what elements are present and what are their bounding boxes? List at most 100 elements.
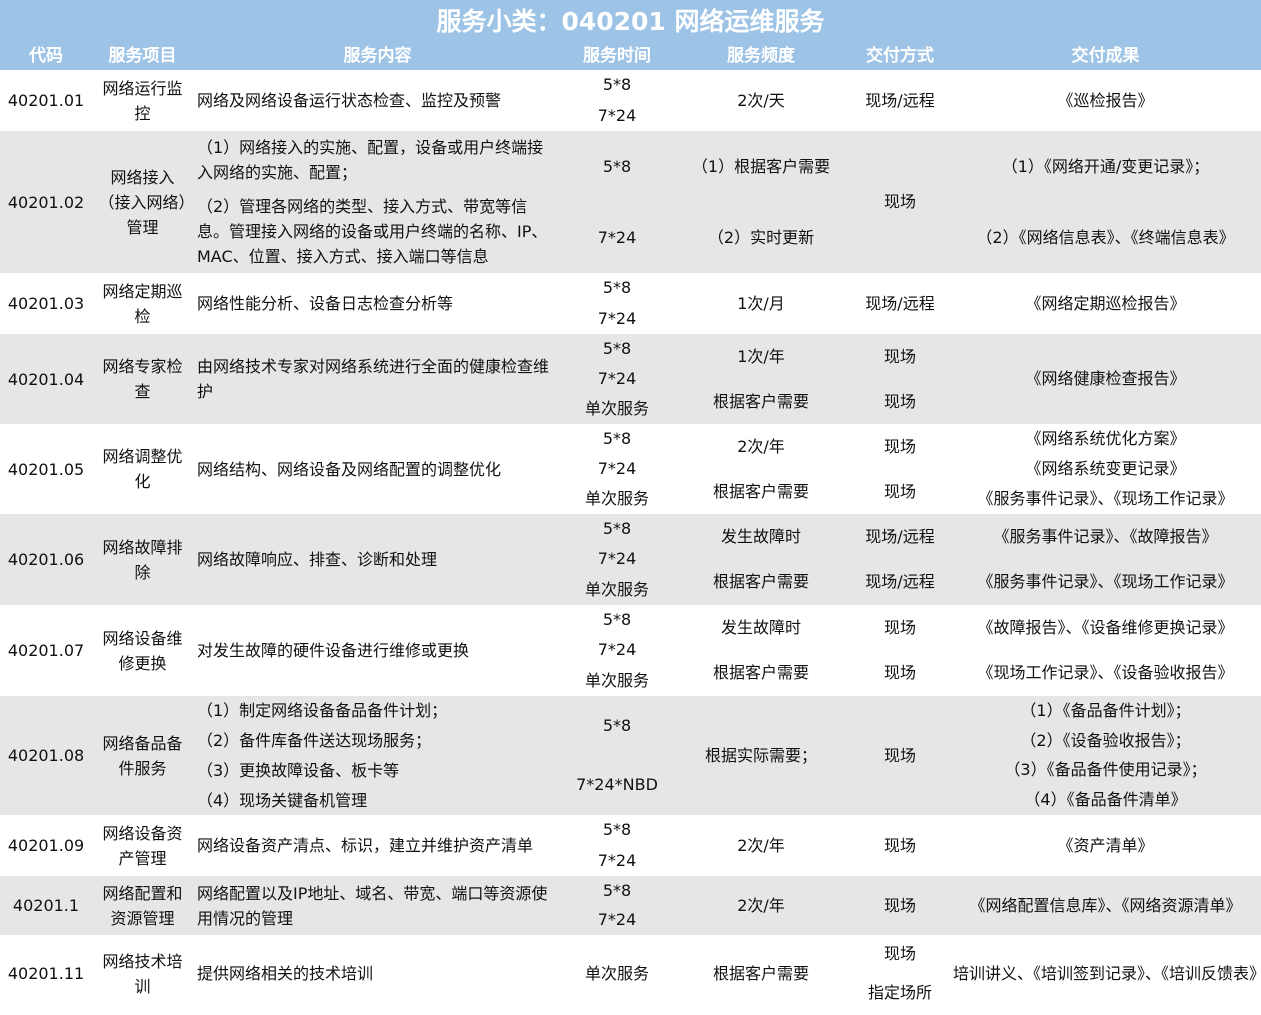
service-content-cell: 网络设备资产清点、标识，建立并维护资产清单 [193,815,562,876]
content-paragraph: 网络故障响应、排查、诊断和处理 [197,550,438,569]
service-time-cell: 5*8 7*24 单次服务 [562,514,672,605]
delivery-result: 《现场工作记录》、《设备验收报告》 [977,663,1234,683]
service-frequency-cell: 2次/年 [672,876,850,935]
delivery-method: 现场 [883,663,916,683]
delivery-result: （1）《备品备件计划》； [1020,700,1191,720]
col-header-result: 交付成果 [1071,46,1140,66]
delivery-result: （2）《网络信息表》、《终端信息表》 [976,227,1235,247]
service-frequency: 2次/年 [737,436,785,456]
service-item: 网络接入（接入网络）管理 [98,167,187,237]
service-time: 5*8 [602,339,632,358]
delivery-method: 现场 [883,835,916,855]
delivery-method-cell: 现场/远程 现场/远程 [850,514,950,605]
service-time-cell: 5*8 7*24*NBD [562,696,672,815]
service-frequency-cell: （1）根据客户需要 （2）实时更新 [672,131,850,273]
service-frequency-cell: 根据实际需要； [672,696,850,815]
delivery-result: 《网络系统变更记录》 [1025,459,1186,478]
code-cell: 40201.08 [0,696,92,815]
table-row: 40201.01 网络运行监控 网络及网络设备运行状态检查、监控及预警 5*8 7*24… [0,70,1261,131]
service-item: 网络技术培训 [102,951,183,996]
service-frequency-cell: 发生故障时 根据客户需要 [672,605,850,696]
delivery-method: 现场/远程 [865,526,935,546]
delivery-result: 《故障报告》、《设备维修更换记录》 [977,617,1234,637]
col-header-content: 服务内容 [343,46,412,66]
service-frequency: 根据客户需要 [712,963,809,983]
service-time: 5*8 [602,75,632,95]
delivery-method-cell: 现场/远程 [850,273,950,334]
delivery-result-cell: 《网络配置信息库》、《网络资源清单》 [950,876,1261,935]
delivery-method-cell: 现场 [850,815,950,876]
col-header-time: 服务时间 [583,46,651,66]
service-content-cell: （1）制定网络设备备品备件计划； （2）备件库备件送达现场服务； （3）更换故障设备… [193,696,562,815]
service-item-cell: 网络定期巡检 [92,273,193,334]
service-item-cell: 网络设备维修更换 [92,605,193,696]
service-frequency: 根据客户需要 [712,663,809,683]
delivery-result-cell: 《资产清单》 [950,815,1261,876]
service-item-cell: 网络备品备件服务 [92,696,193,815]
service-time-cell: 5*8 7*24 [562,70,672,131]
col-header-code: 代码 [29,46,63,66]
table-row: 40201.04 网络专家检查 由网络技术专家对网络系统进行全面的健康检查维护 5*8… [0,334,1261,424]
service-frequency: 根据客户需要 [712,481,809,501]
content-paragraph: 网络结构、网络设备及网络配置的调整优化 [197,459,502,479]
code: 40201.11 [7,964,85,983]
delivery-result: 《网络定期巡检报告》 [1025,293,1186,313]
delivery-result: （3）《备品备件使用记录》； [1004,760,1207,780]
service-time: 单次服务 [584,670,649,690]
delivery-result: 《服务事件记录》、《故障报告》 [993,526,1218,546]
delivery-method-cell: 现场 现场 [850,424,950,514]
service-time: 7*24 [597,640,637,660]
service-content-cell: 网络性能分析、设备日志检查分析等 [193,273,562,334]
delivery-method: 现场 [883,944,916,964]
service-time: 5*8 [602,715,632,735]
code: 40201.04 [7,369,85,389]
content-paragraph: （3）更换故障设备、板卡等 [197,761,400,780]
code: 40201.1 [12,896,80,915]
content-paragraph: （1）制定网络设备备品备件计划； [197,701,448,720]
delivery-method-cell: 现场 指定场所 [850,935,950,1012]
service-time: 单次服务 [584,963,649,983]
delivery-result: 《服务事件记录》、《现场工作记录》 [977,489,1234,508]
service-item-cell: 网络故障排除 [92,514,193,605]
delivery-method: 现场 [883,436,916,456]
column-headers: 代码 服务项目 服务内容 服务时间 服务频度 交付方式 交付成果 [0,42,1261,70]
code-cell: 40201.07 [0,605,92,696]
service-item: 网络调整优化 [102,447,183,491]
service-time: 5*8 [602,880,632,900]
service-frequency: 发生故障时 [720,526,801,546]
code-cell: 40201.02 [0,131,92,273]
service-time: 单次服务 [584,489,649,508]
table-row: 40201.07 网络设备维修更换 对发生故障的硬件设备进行维修或更换 5*8 7*24… [0,605,1261,696]
service-item: 网络故障排除 [102,537,183,582]
delivery-method-cell: 现场 现场 [850,334,950,424]
table-row: 40201.06 网络故障排除 网络故障响应、排查、诊断和处理 5*8 7*24 单次服务… [0,514,1261,605]
service-frequency-cell: 根据客户需要 [672,935,850,1012]
service-time: 7*24 [597,369,637,388]
service-item: 网络定期巡检 [102,281,183,326]
service-time: 7*24 [597,549,637,569]
service-time: 7*24 [597,910,637,930]
code: 40201.03 [7,294,85,313]
delivery-result-cell: 《网络健康检查报告》 [950,334,1261,424]
content-paragraph: 网络性能分析、设备日志检查分析等 [197,294,454,313]
delivery-method-cell: 现场/远程 [850,70,950,131]
service-time: 5*8 [602,429,632,448]
code: 40201.02 [7,192,85,212]
delivery-result: 《资产清单》 [1057,835,1154,855]
service-content-cell: 对发生故障的硬件设备进行维修或更换 [193,605,562,696]
service-time: 5*8 [602,610,632,630]
code-cell: 40201.04 [0,334,92,424]
content-paragraph: （2）备件库备件送达现场服务； [197,731,432,750]
table-row: 40201.02 网络接入（接入网络）管理 （1）网络接入的实施、配置，设备或用户终… [0,131,1261,273]
service-time-cell: 5*8 7*24 [562,273,672,334]
service-frequency-cell: 发生故障时根据客户需要 [672,514,850,605]
code: 40201.07 [7,641,85,660]
delivery-method: 现场/远程 [865,572,935,592]
service-time: 5*8 [602,278,632,298]
delivery-method: 现场 [883,391,916,411]
service-frequency: 根据客户需要 [712,572,809,592]
content-paragraph: （2）管理各网络的类型、接入方式、带宽等信息。管理接入网络的设备或用户终端的名称… [197,197,548,266]
content-paragraph: 网络配置以及IP地址、域名、带宽、端口等资源使用情况的管理 [197,883,548,928]
service-item-cell: 网络调整优化 [92,424,193,514]
service-time: 7*24 [597,850,637,870]
